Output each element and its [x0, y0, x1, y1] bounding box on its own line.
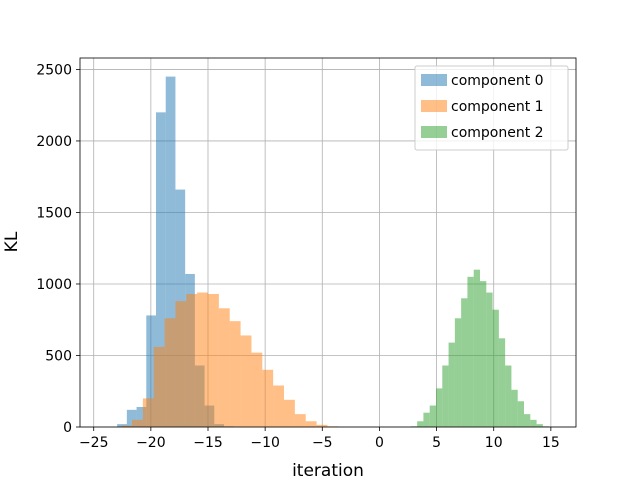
x-tick-label: 0: [375, 435, 384, 451]
bar-series-1: [208, 293, 219, 427]
legend-swatch-1: [421, 100, 447, 112]
y-tick-label: 2500: [36, 62, 72, 78]
bar-series-2: [448, 342, 455, 427]
bar-series-1: [284, 399, 295, 427]
legend-label-0: component 0: [451, 73, 544, 89]
bar-series-1: [262, 369, 274, 427]
bar-series-2: [429, 405, 436, 427]
bar-series-2: [486, 292, 493, 427]
bar-series-1: [164, 318, 176, 427]
bar-series-1: [142, 398, 154, 427]
bar-series-1: [294, 414, 306, 427]
bar-series-1: [240, 335, 252, 427]
bar-series-2: [511, 389, 518, 427]
bar-series-2: [436, 388, 443, 427]
x-tick-label: −15: [193, 435, 223, 451]
bar-series-1: [197, 292, 208, 427]
bar-series-2: [473, 269, 480, 427]
bar-series-2: [480, 281, 487, 427]
bar-series-1: [305, 421, 317, 427]
y-tick-label: 2000: [36, 134, 72, 150]
bar-series-0: [156, 112, 166, 427]
bar-series-2: [454, 318, 462, 427]
bar-series-1: [316, 424, 328, 427]
bars: [117, 76, 550, 428]
bar-series-0: [165, 76, 176, 428]
bar-series-0: [126, 409, 137, 427]
legend-label-2: component 2: [451, 125, 544, 141]
y-tick-label: 0: [63, 420, 72, 436]
bar-series-2: [467, 276, 474, 427]
bar-series-2: [417, 421, 424, 427]
x-tick-label: −25: [79, 435, 109, 451]
y-tick-label: 1000: [36, 277, 72, 293]
bar-series-1: [153, 346, 165, 427]
bar-series-2: [498, 338, 506, 427]
bar-series-2: [517, 401, 524, 427]
bar-series-2: [530, 419, 537, 427]
plot-frame: [79, 57, 577, 428]
bar-series-1: [132, 419, 143, 427]
bar-series-1: [251, 352, 263, 427]
bar-series-0: [146, 315, 156, 427]
bar-series-2: [505, 365, 512, 427]
y-tick-label: 500: [45, 348, 72, 364]
legend-swatch-2: [421, 126, 447, 138]
bar-series-1: [121, 425, 132, 427]
bar-series-1: [273, 385, 284, 427]
bar-series-1: [175, 301, 187, 427]
legend-box: [414, 65, 569, 151]
bar-series-2: [536, 424, 543, 427]
x-tick-label: −5: [312, 435, 333, 451]
x-tick-label: 5: [432, 435, 441, 451]
legend-swatch-0: [421, 74, 447, 86]
x-tick-label: −10: [250, 435, 280, 451]
bar-series-1: [229, 321, 241, 427]
bar-series-2: [461, 298, 468, 427]
bar-series-2: [492, 309, 499, 427]
y-tick-label: 1500: [36, 205, 72, 221]
bar-series-2: [524, 414, 531, 427]
x-tick-label: 15: [542, 435, 560, 451]
x-tick-label: 10: [485, 435, 503, 451]
bar-series-2: [442, 365, 449, 427]
legend: component 0 component 1 component 2: [414, 65, 569, 151]
bar-series-1: [186, 293, 198, 427]
legend-label-1: component 1: [451, 99, 544, 115]
bar-series-1: [218, 308, 230, 427]
ticks: −25 −20 −15 −10 −5 0 5 10 15 0 500 1000 1500 2000 2500: [36, 62, 559, 451]
bar-series-0: [136, 406, 147, 427]
y-axis-label: KL: [2, 231, 22, 252]
bar-series-2: [423, 412, 430, 427]
x-axis-label: iteration: [292, 461, 364, 480]
x-tick-label: −20: [136, 435, 166, 451]
